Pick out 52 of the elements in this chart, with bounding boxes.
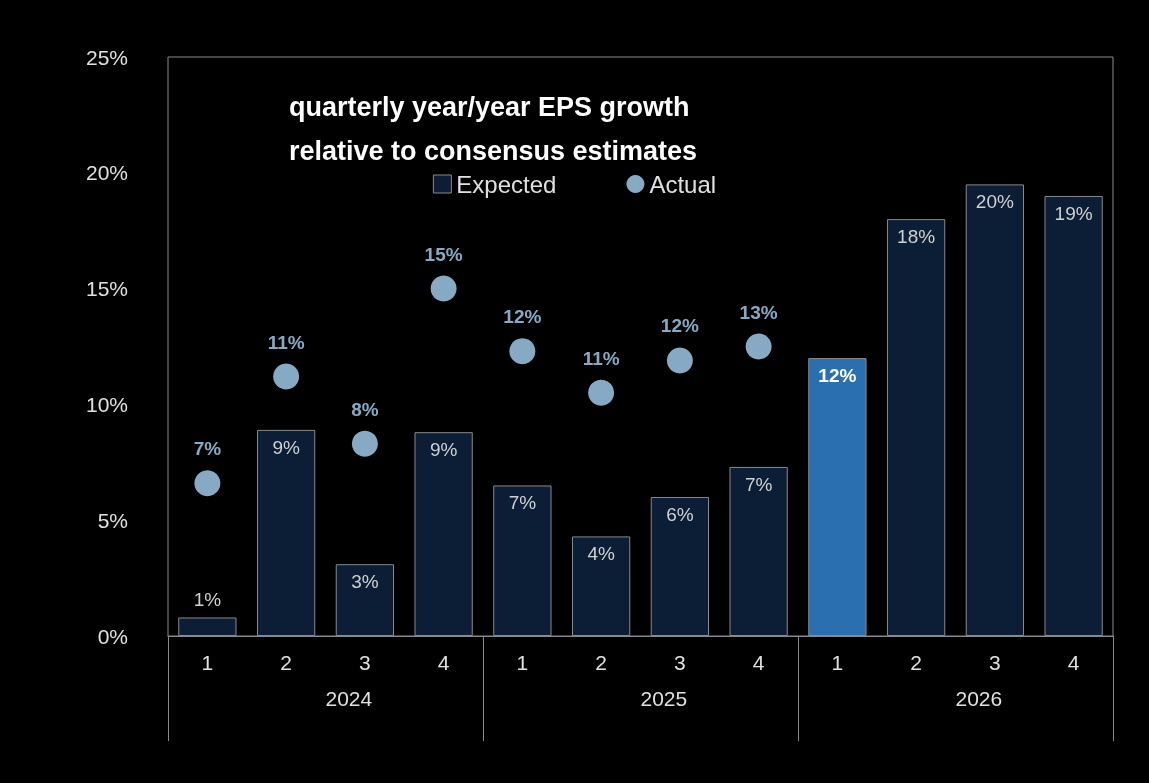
point: [745, 333, 772, 360]
y-tick-label: 5%: [97, 508, 128, 532]
data-label: 12%: [818, 365, 857, 387]
data-label: 11%: [267, 331, 305, 353]
x-tick-label: 1: [516, 651, 529, 674]
x-tick-label: 4: [437, 651, 450, 674]
data-label: 4%: [587, 543, 615, 565]
legend-label: Actual: [649, 170, 717, 198]
y-tick-label: 10%: [85, 392, 128, 416]
point: [351, 430, 378, 457]
text: 2024: [325, 687, 373, 710]
x-tick-label: 1: [201, 651, 214, 674]
data-label: 11%: [582, 347, 620, 369]
legend-label: Expected: [456, 170, 557, 198]
data-label: 6%: [666, 504, 694, 526]
x-tick-label: 2: [595, 651, 607, 674]
point: [509, 338, 536, 365]
text: quarterly year/year EPS growth relative to consensus estimates: [288, 92, 698, 166]
x-tick-label: 4: [752, 651, 765, 674]
data-label: 3%: [351, 571, 379, 593]
y-tick-label: 25%: [85, 45, 128, 69]
data-label: 7%: [744, 473, 773, 495]
x-tick-label: 2: [280, 651, 292, 674]
data-label: 8%: [351, 398, 379, 420]
text: 2026: [955, 687, 1003, 710]
data-label: 19%: [1054, 202, 1093, 224]
data-label: 7%: [508, 492, 537, 514]
data-label: 12%: [503, 306, 542, 328]
point: [666, 347, 693, 374]
point: [194, 470, 221, 497]
data-label: 9%: [429, 439, 458, 461]
data-label: 13%: [739, 301, 778, 323]
text: 2025: [640, 687, 688, 710]
x-tick-label: 3: [359, 651, 371, 674]
x-tick-label: 1: [831, 651, 844, 674]
y-tick-label: 0%: [97, 624, 128, 648]
data-label: 18%: [897, 226, 936, 248]
x-tick-label: 2: [910, 651, 922, 674]
data-label: 9%: [272, 436, 300, 458]
data-label: 12%: [660, 315, 699, 337]
point: [273, 363, 300, 390]
point: [430, 275, 457, 302]
point: [588, 379, 615, 406]
data-label: 1%: [193, 589, 222, 611]
data-label: 7%: [193, 438, 222, 460]
x-tick-label: 3: [674, 651, 686, 674]
y-tick-label: 15%: [85, 277, 128, 301]
data-label: 15%: [424, 243, 463, 265]
x-tick-label: 4: [1067, 651, 1080, 674]
x-tick-label: 3: [989, 651, 1001, 674]
data-label: 20%: [975, 191, 1014, 213]
y-tick-label: 20%: [85, 161, 128, 185]
